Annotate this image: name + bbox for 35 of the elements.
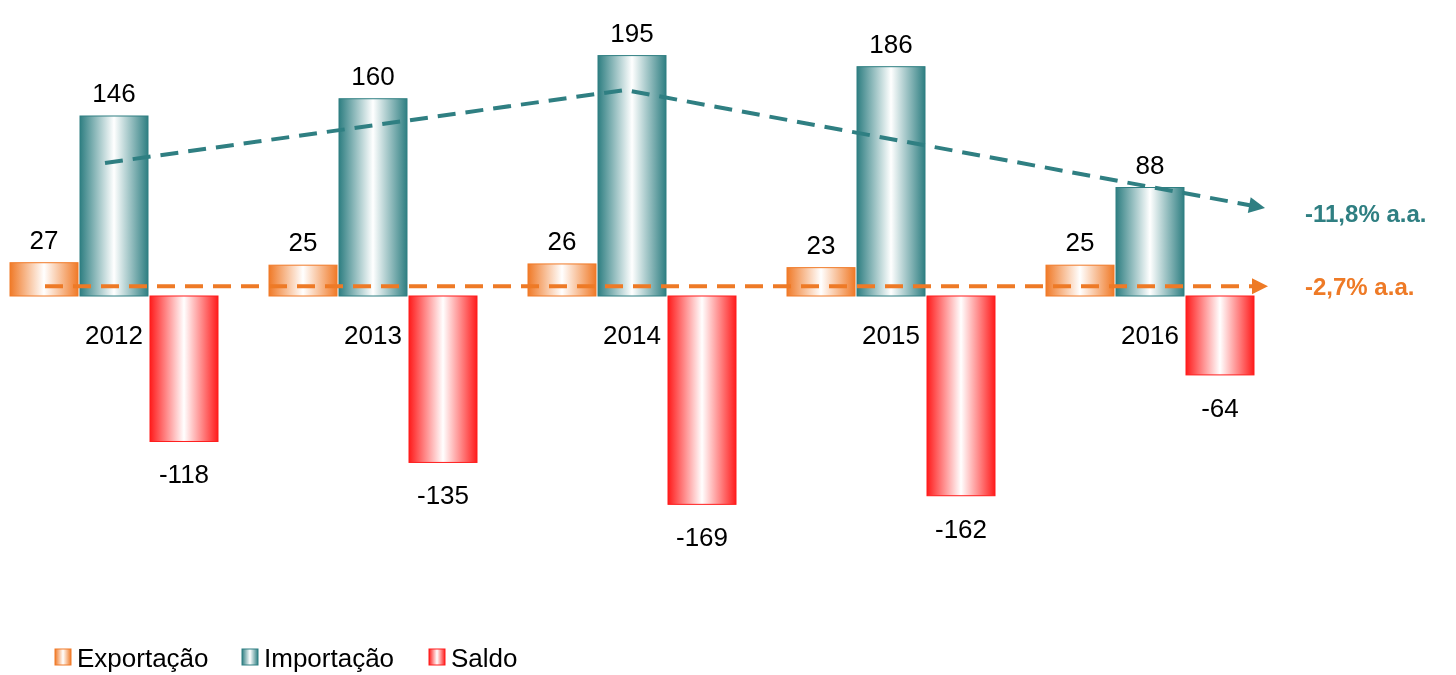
bar [338, 98, 408, 297]
bar [1115, 187, 1185, 297]
bar [1185, 295, 1255, 376]
data-label: -118 [158, 459, 210, 490]
bar [408, 295, 478, 463]
data-label: -135 [416, 480, 470, 511]
x-tick-label: 2014 [603, 320, 661, 350]
ref-line-label: -2,7% a.a. [1305, 273, 1415, 301]
data-label: 186 [869, 28, 913, 59]
data-label: -162 [934, 513, 988, 544]
data-label: -64 [1201, 392, 1239, 423]
bar [149, 295, 219, 442]
bar [79, 115, 149, 297]
data-label: 25 [288, 227, 318, 258]
data-label: 27 [29, 224, 59, 255]
x-tick-label: 2013 [344, 320, 402, 350]
legend-label: Importação [264, 643, 395, 673]
x-tick-label: 2012 [85, 320, 143, 350]
legend-label: Saldo [451, 643, 518, 673]
bar [856, 66, 926, 297]
data-label: 88 [1135, 149, 1165, 180]
data-label: 146 [92, 78, 136, 108]
data-label: -169 [675, 522, 729, 553]
bar [597, 55, 667, 297]
data-label: 195 [610, 17, 654, 48]
x-tick-label: 2015 [862, 320, 920, 350]
data-label: 25 [1065, 227, 1095, 258]
legend-label: Exportação [77, 643, 209, 673]
bar [926, 295, 996, 497]
x-tick-label: 2016 [1121, 320, 1179, 350]
bar [667, 295, 737, 505]
data-label: 26 [547, 225, 577, 256]
data-label: 23 [806, 229, 836, 260]
data-label: 160 [351, 60, 395, 91]
text: -11,8% a.a. [1305, 200, 1427, 227]
